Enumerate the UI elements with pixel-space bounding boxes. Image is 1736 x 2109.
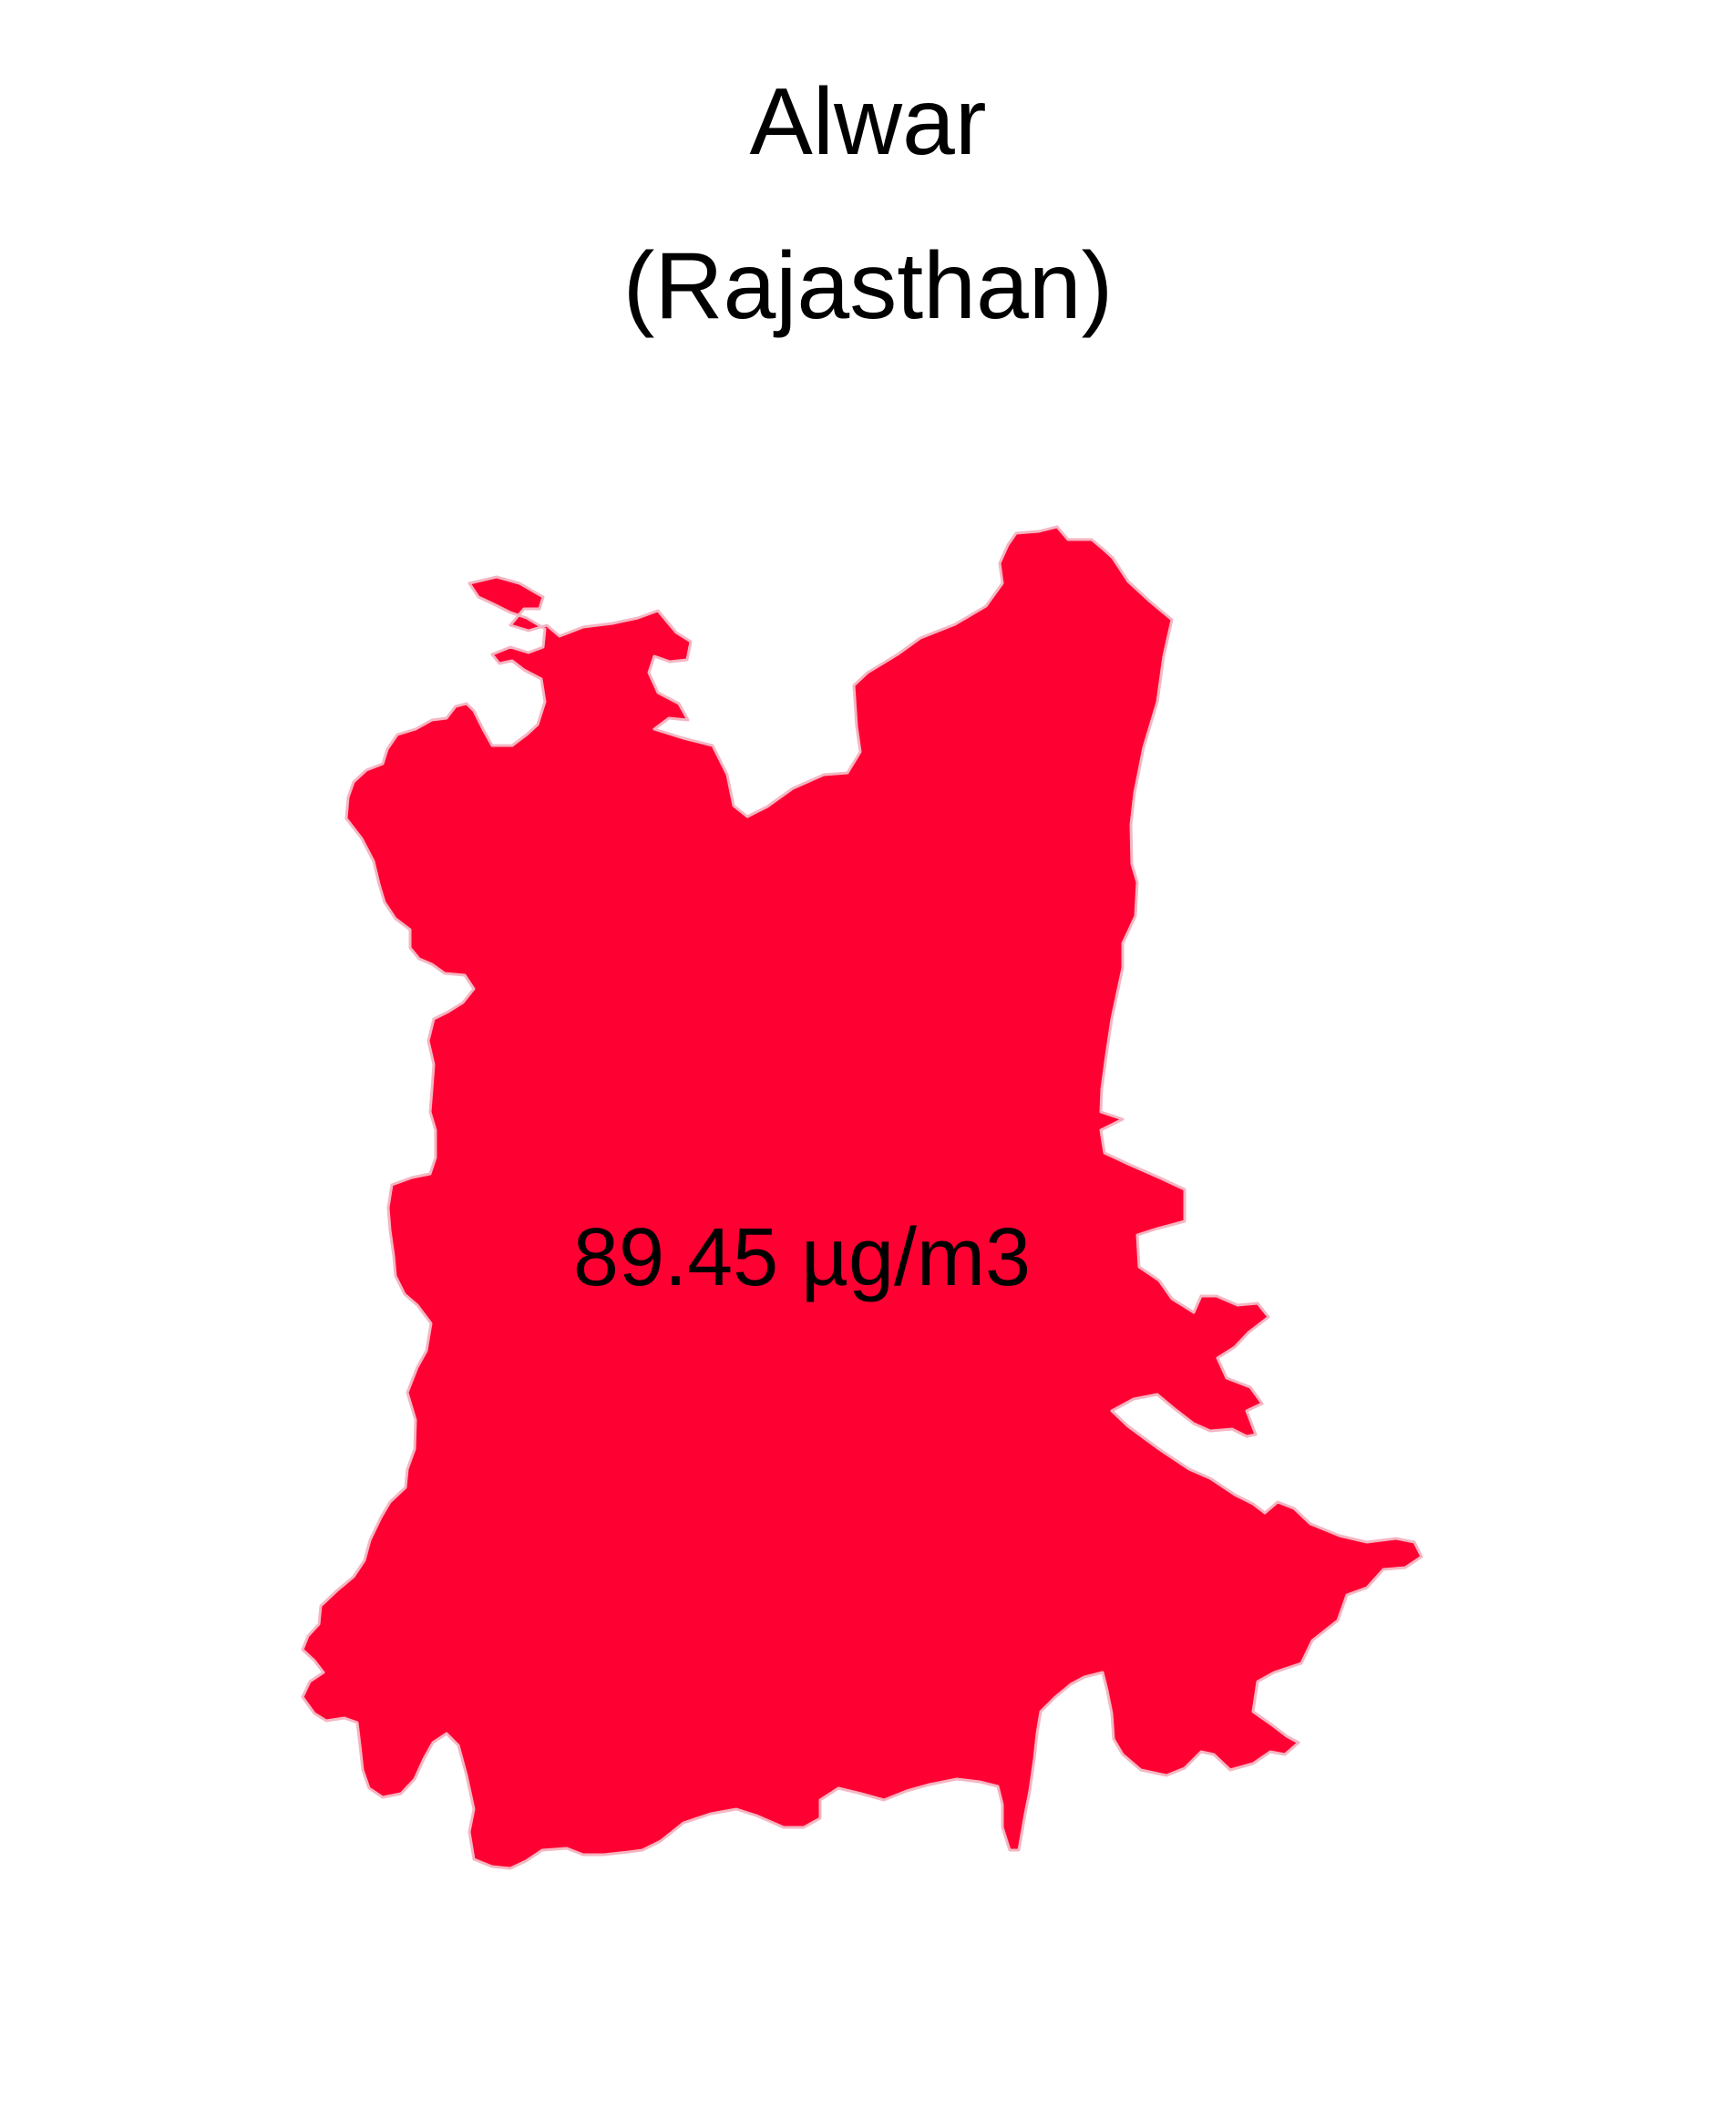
- map-title-state: (Rajasthan): [622, 233, 1114, 339]
- map-title-district: Alwar: [749, 69, 987, 175]
- pollution-value-label: 89.45 µg/m3: [572, 1212, 1032, 1303]
- alwar-district-region: [301, 525, 1423, 1870]
